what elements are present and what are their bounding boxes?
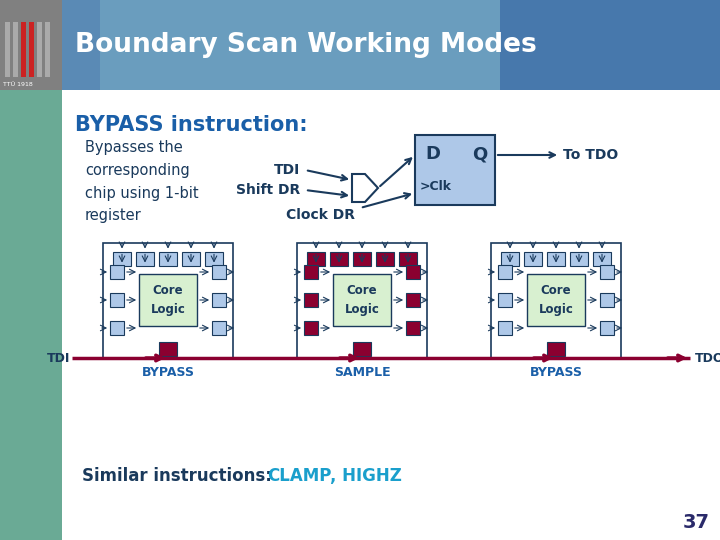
FancyBboxPatch shape [353,341,371,355]
FancyBboxPatch shape [212,265,226,279]
FancyBboxPatch shape [570,252,588,266]
FancyBboxPatch shape [304,265,318,279]
Text: Q: Q [472,145,487,163]
Text: Clock DR: Clock DR [286,208,355,222]
FancyBboxPatch shape [547,252,565,266]
Text: BYPASS instruction:: BYPASS instruction: [75,115,307,135]
FancyBboxPatch shape [100,0,720,90]
FancyBboxPatch shape [304,321,318,335]
FancyBboxPatch shape [212,321,226,335]
FancyBboxPatch shape [307,252,325,266]
Text: 37: 37 [683,513,710,532]
FancyBboxPatch shape [304,293,318,307]
FancyBboxPatch shape [110,293,124,307]
FancyBboxPatch shape [0,90,62,540]
FancyBboxPatch shape [205,252,223,266]
FancyBboxPatch shape [600,265,614,279]
FancyBboxPatch shape [498,321,512,335]
Text: TDI: TDI [47,352,70,365]
FancyBboxPatch shape [182,252,200,266]
Text: BYPASS: BYPASS [142,366,194,379]
Text: Logic: Logic [345,302,379,315]
FancyBboxPatch shape [500,0,720,90]
FancyBboxPatch shape [406,293,420,307]
FancyBboxPatch shape [353,252,371,266]
Text: SAMPLE: SAMPLE [333,366,390,379]
Text: BYPASS: BYPASS [529,366,582,379]
Text: TTÜ 1918: TTÜ 1918 [3,82,32,87]
FancyBboxPatch shape [159,341,177,355]
FancyBboxPatch shape [498,293,512,307]
Text: Core: Core [153,285,184,298]
Text: Boundary Scan Working Modes: Boundary Scan Working Modes [75,32,536,58]
FancyBboxPatch shape [139,274,197,326]
Text: To TDO: To TDO [563,148,618,162]
FancyBboxPatch shape [593,252,611,266]
Polygon shape [352,174,378,202]
FancyBboxPatch shape [29,22,34,77]
FancyBboxPatch shape [21,22,26,77]
FancyBboxPatch shape [498,265,512,279]
FancyBboxPatch shape [399,252,417,266]
FancyBboxPatch shape [600,293,614,307]
FancyBboxPatch shape [45,22,50,77]
FancyBboxPatch shape [0,0,720,90]
Text: Bypasses the
corresponding
chip using 1-bit
register: Bypasses the corresponding chip using 1-… [85,140,199,224]
FancyBboxPatch shape [113,252,131,266]
FancyBboxPatch shape [527,274,585,326]
Text: TDO: TDO [695,352,720,365]
FancyBboxPatch shape [13,22,18,77]
Text: Core: Core [541,285,571,298]
FancyBboxPatch shape [491,242,621,357]
Text: Shift DR: Shift DR [235,183,300,197]
Text: Core: Core [347,285,377,298]
Text: D: D [425,145,440,163]
FancyBboxPatch shape [110,321,124,335]
Text: TDI: TDI [274,163,300,177]
Text: , HIGHZ: , HIGHZ [330,467,402,485]
FancyBboxPatch shape [136,252,154,266]
FancyBboxPatch shape [333,274,391,326]
FancyBboxPatch shape [103,242,233,357]
FancyBboxPatch shape [110,265,124,279]
FancyBboxPatch shape [415,135,495,205]
FancyBboxPatch shape [297,242,427,357]
FancyBboxPatch shape [330,252,348,266]
FancyBboxPatch shape [600,321,614,335]
FancyBboxPatch shape [212,293,226,307]
FancyBboxPatch shape [5,22,10,77]
FancyBboxPatch shape [547,341,565,355]
Text: CLAMP: CLAMP [267,467,331,485]
FancyBboxPatch shape [62,90,720,540]
FancyBboxPatch shape [37,22,42,77]
FancyBboxPatch shape [524,252,542,266]
FancyBboxPatch shape [406,265,420,279]
FancyBboxPatch shape [406,321,420,335]
FancyBboxPatch shape [376,252,394,266]
Text: Logic: Logic [150,302,186,315]
FancyBboxPatch shape [0,0,62,90]
Text: Similar instructions:: Similar instructions: [82,467,278,485]
Text: >Clk: >Clk [420,180,452,193]
FancyBboxPatch shape [501,252,519,266]
Text: Logic: Logic [539,302,573,315]
FancyBboxPatch shape [159,252,177,266]
